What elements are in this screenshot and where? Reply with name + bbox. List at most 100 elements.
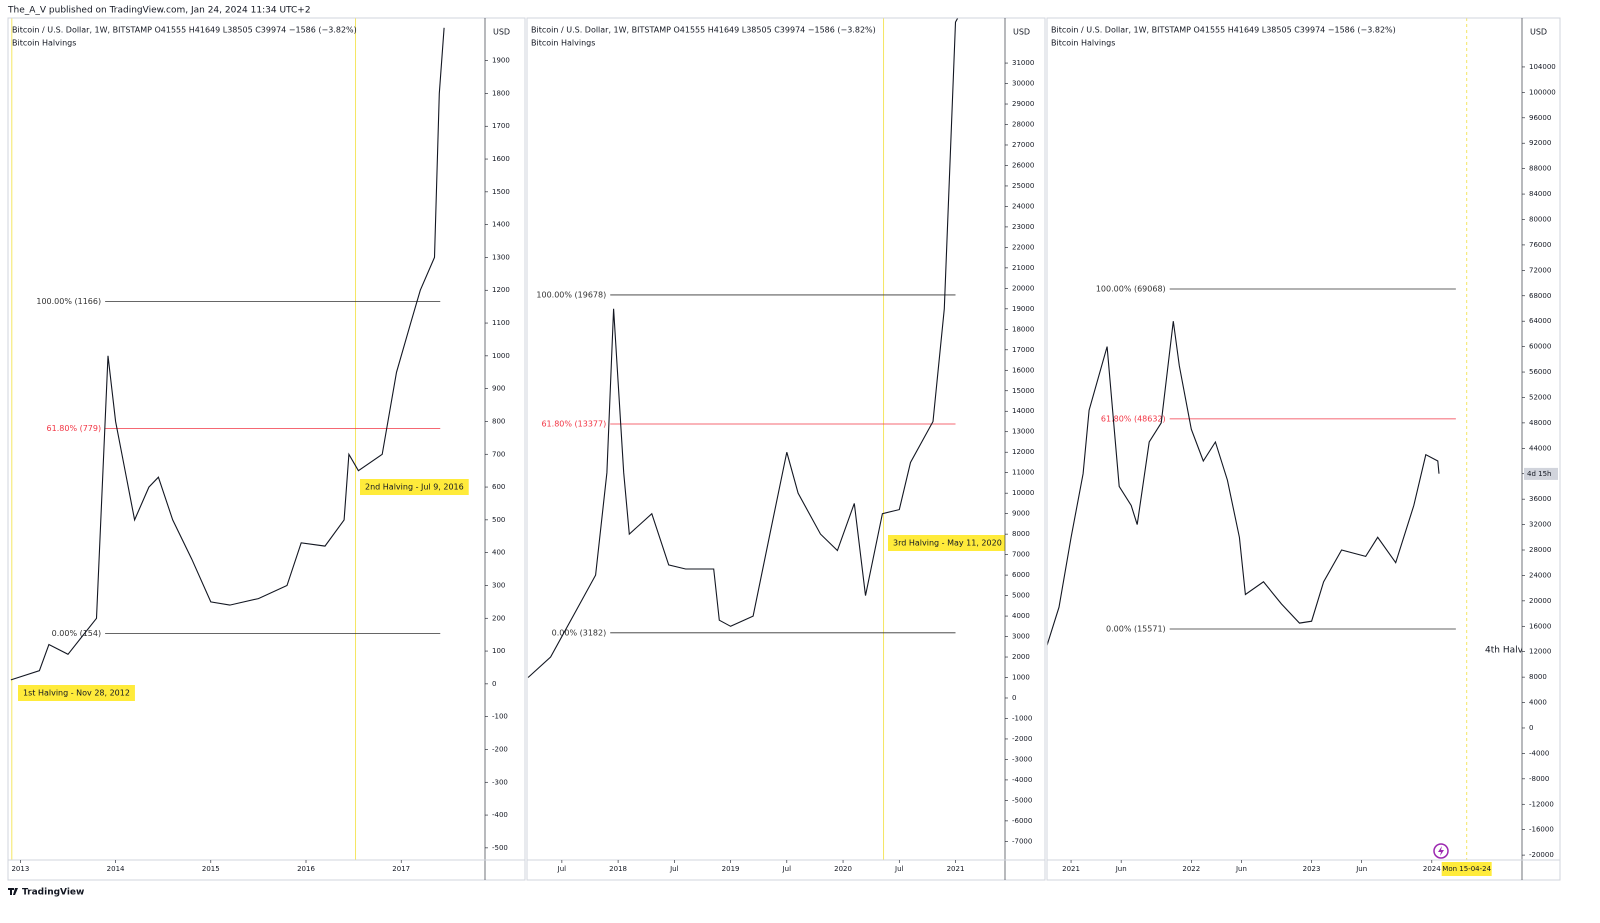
- x-tick-label: Jul: [669, 865, 679, 873]
- x-tick-label: 2015: [202, 865, 220, 873]
- y-tick-label: 700: [492, 450, 505, 458]
- y-tick-label: 24000: [1012, 202, 1034, 210]
- y-tick-label: 800: [492, 417, 505, 425]
- panel-frame: [1046, 17, 1561, 881]
- x-tick-label: 2014: [107, 865, 125, 873]
- date-label: Mon 15-04-24: [1442, 865, 1491, 873]
- y-tick-label: 25000: [1012, 182, 1034, 190]
- x-tick-label: 2024: [1423, 865, 1441, 873]
- y-tick-label: 600: [492, 483, 505, 491]
- y-tick-label: 20000: [1529, 597, 1551, 605]
- y-tick-label: 88000: [1529, 165, 1551, 173]
- y-tick-label: 68000: [1529, 292, 1551, 300]
- y-tick-label: -500: [492, 844, 508, 852]
- y-tick-label: -1000: [1012, 714, 1032, 722]
- y-tick-label: -7000: [1012, 837, 1032, 845]
- y-tick-label: 1500: [492, 188, 510, 196]
- y-tick-label: -6000: [1012, 817, 1032, 825]
- fib-label: 0.00% (3182): [552, 628, 607, 637]
- y-tick-label: 29000: [1012, 100, 1034, 108]
- y-tick-label: 76000: [1529, 241, 1551, 249]
- legend-title: Bitcoin / U.S. Dollar, 1W, BITSTAMP O415…: [12, 26, 357, 35]
- y-tick-label: 9000: [1012, 510, 1030, 518]
- y-tick-label: 3000: [1012, 633, 1030, 641]
- currency: USD: [493, 28, 510, 37]
- y-tick-label: 12000: [1529, 648, 1551, 656]
- fib-label: 100.00% (1166): [36, 297, 101, 306]
- x-tick-label: 2021: [947, 865, 965, 873]
- price-line: [1047, 321, 1440, 646]
- y-tick-label: 96000: [1529, 114, 1551, 122]
- y-tick-label: 20000: [1012, 284, 1034, 292]
- fib-label: 100.00% (69068): [1096, 284, 1166, 293]
- halving-label: 1st Halving - Nov 28, 2012: [23, 689, 130, 698]
- y-tick-label: 13000: [1012, 428, 1034, 436]
- fib-label: 0.00% (15571): [1106, 625, 1166, 634]
- y-tick-label: -4000: [1012, 776, 1032, 784]
- legend-title: Bitcoin / U.S. Dollar, 1W, BITSTAMP O415…: [531, 26, 876, 35]
- y-tick-label: 1400: [492, 221, 510, 229]
- y-tick-label: 28000: [1529, 546, 1551, 554]
- lightning-icon: [1433, 843, 1449, 859]
- y-tick-label: 8000: [1529, 673, 1547, 681]
- legend-subtitle: Bitcoin Halvings: [1051, 39, 1115, 48]
- x-tick-label: 2016: [297, 865, 315, 873]
- y-tick-label: 28000: [1012, 121, 1034, 129]
- y-tick-label: 14000: [1012, 407, 1034, 415]
- legend-subtitle: Bitcoin Halvings: [531, 39, 595, 48]
- y-tick-label: -3000: [1012, 755, 1032, 763]
- price-line: [527, 18, 959, 678]
- y-tick-label: 400: [492, 549, 505, 557]
- fib-label: 0.00% (154): [52, 629, 101, 638]
- y-tick-label: -16000: [1529, 826, 1554, 834]
- y-tick-label: 900: [492, 385, 505, 393]
- y-tick-label: 1300: [492, 253, 510, 261]
- legend-subtitle: Bitcoin Halvings: [12, 39, 76, 48]
- y-tick-label: 64000: [1529, 317, 1551, 325]
- y-tick-label: 1100: [492, 319, 510, 327]
- halving-label-box: [18, 685, 135, 701]
- fib-label: 61.80% (13377): [541, 420, 606, 429]
- y-tick-label: 19000: [1012, 305, 1034, 313]
- panel: 100.00% (1166) 61.80% (779) 0.00% (154) 1st…: [10, 18, 469, 860]
- y-tick-label: 48000: [1529, 419, 1551, 427]
- y-tick-label: 36000: [1529, 495, 1551, 503]
- fib-label: 61.80% (779): [47, 424, 102, 433]
- y-tick-label: 1000: [1012, 674, 1030, 682]
- y-tick-label: 18000: [1012, 325, 1034, 333]
- x-tick-label: 2020: [834, 865, 852, 873]
- y-tick-label: 1000: [492, 352, 510, 360]
- y-tick-label: 2000: [1012, 653, 1030, 661]
- price-tag: 4d 15h: [1527, 470, 1551, 478]
- y-tick-label: 8000: [1012, 530, 1030, 538]
- panel-frame: [526, 17, 1046, 881]
- y-tick-label: 11000: [1012, 469, 1034, 477]
- y-tick-label: 17000: [1012, 346, 1034, 354]
- y-tick-label: 23000: [1012, 223, 1034, 231]
- panel: 100.00% (69068) 61.80% (48632) 0.00% (1557…: [1047, 18, 1522, 860]
- y-tick-label: 200: [492, 614, 505, 622]
- y-tick-label: 104000: [1529, 63, 1556, 71]
- y-tick-label: 16000: [1012, 366, 1034, 374]
- fib-label: 100.00% (19678): [536, 290, 606, 299]
- y-tick-label: 10000: [1012, 489, 1034, 497]
- y-tick-label: -400: [492, 811, 508, 819]
- y-tick-label: 15000: [1012, 387, 1034, 395]
- x-tick-label: 2019: [722, 865, 740, 873]
- fib-label: 61.80% (48632): [1101, 414, 1166, 423]
- y-tick-label: 100: [492, 647, 505, 655]
- halving-label-box: [360, 479, 469, 495]
- halving-label-box: [888, 535, 1005, 551]
- y-tick-label: 4000: [1012, 612, 1030, 620]
- currency: USD: [1530, 28, 1547, 37]
- y-tick-label: 44000: [1529, 444, 1551, 452]
- published-note: The_A_V published on TradingView.com, Ja…: [7, 6, 311, 16]
- y-tick-label: 1900: [492, 57, 510, 65]
- y-tick-label: 0: [492, 680, 496, 688]
- y-tick-label: -100: [492, 713, 508, 721]
- y-tick-label: -20000: [1529, 851, 1554, 859]
- y-tick-label: 52000: [1529, 393, 1551, 401]
- y-tick-label: 32000: [1529, 521, 1551, 529]
- y-tick-label: 92000: [1529, 139, 1551, 147]
